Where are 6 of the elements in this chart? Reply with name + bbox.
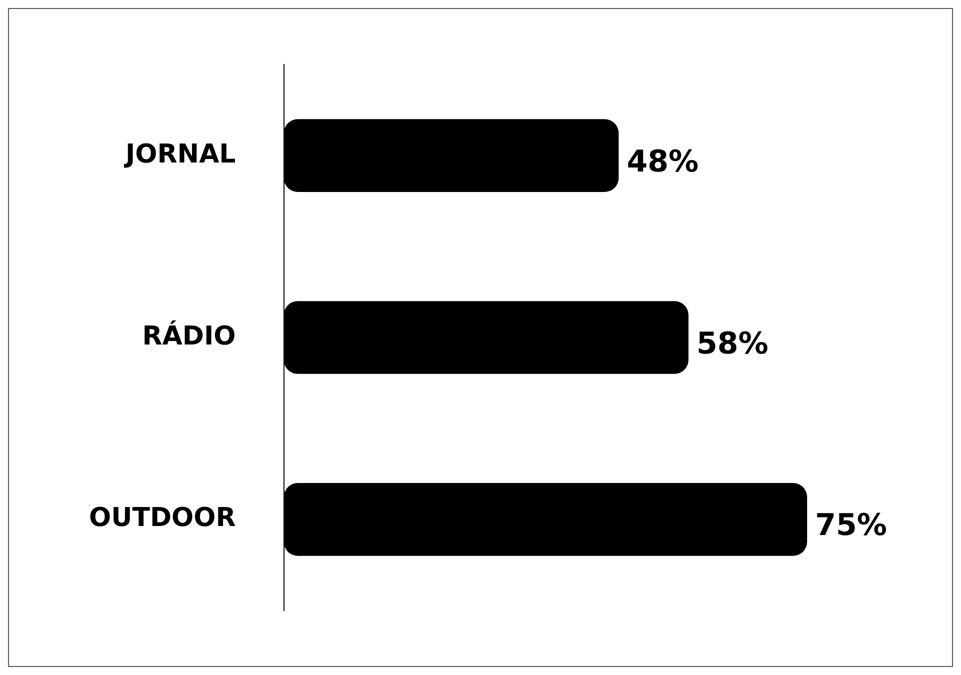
- data-label: 58%: [696, 326, 768, 362]
- data-label: 75%: [815, 508, 887, 544]
- y-tick-label: OUTDOOR: [88, 503, 236, 534]
- data-label: 48%: [626, 144, 699, 180]
- y-tick-label: JORNAL: [124, 139, 236, 170]
- y-tick-label: RÁDIO: [142, 319, 236, 352]
